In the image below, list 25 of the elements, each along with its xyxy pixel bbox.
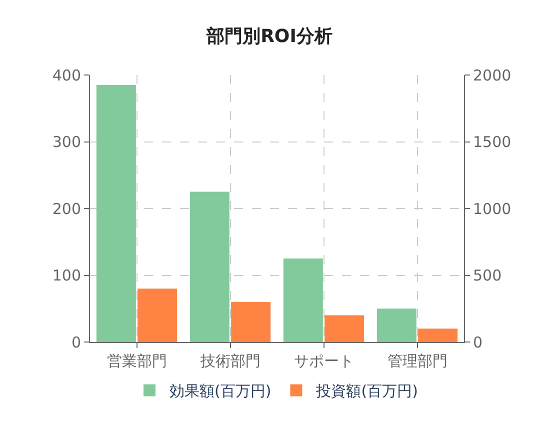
y2-tick-label: 1500	[473, 133, 512, 151]
x-tick-label: 管理部門	[387, 352, 448, 370]
y-tick-label: 400	[52, 66, 81, 84]
legend-label: 効果額(百万円)	[170, 382, 272, 400]
y-tick-label: 100	[52, 266, 81, 284]
x-tick-label: 営業部門	[106, 352, 167, 370]
y2-tick-label: 2000	[473, 66, 512, 84]
bar	[138, 288, 178, 342]
chart-title: 部門別ROI分析	[206, 26, 332, 48]
bar	[231, 302, 271, 342]
bar	[283, 258, 323, 342]
bar	[190, 192, 230, 342]
y2-tick-label: 0	[473, 333, 483, 352]
x-tick-label: 技術部門	[199, 352, 260, 370]
y2-tick-label: 1000	[473, 200, 512, 218]
y-tick-label: 300	[52, 133, 81, 151]
x-tick-label: サポート	[294, 352, 354, 370]
bar	[96, 85, 136, 342]
y2-tick-label: 500	[473, 266, 502, 284]
legend-label: 投資額(百万円)	[315, 382, 418, 400]
bar	[376, 308, 416, 342]
y-tick-label: 0	[71, 333, 81, 352]
y-tick-label: 200	[52, 200, 81, 218]
bar	[324, 315, 364, 342]
bar	[418, 328, 458, 342]
